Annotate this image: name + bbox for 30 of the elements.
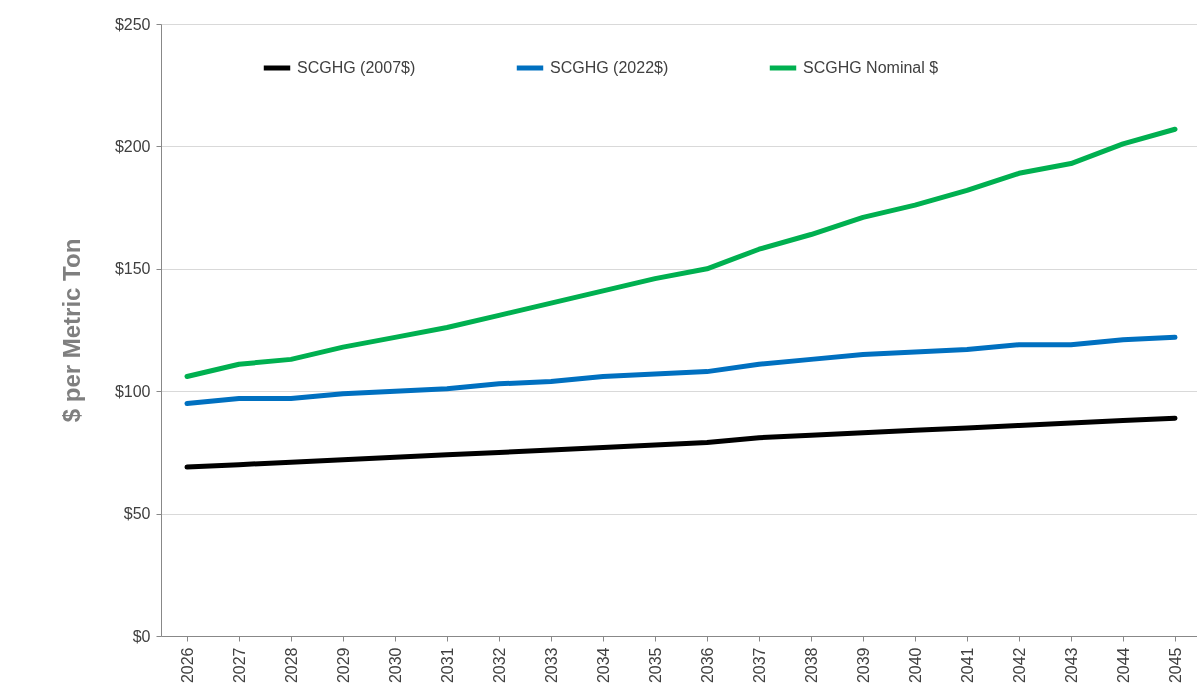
y-tick-label: $0 (132, 627, 151, 645)
x-tick-label: 2026 (178, 647, 196, 684)
legend-label: SCGHG (2022$) (550, 59, 669, 76)
x-tick-label: 2031 (438, 647, 456, 684)
x-tick-label: 2032 (490, 647, 508, 684)
x-tick-label: 2044 (1114, 647, 1132, 684)
y-axis-title: $ per Metric Ton (57, 238, 85, 423)
x-tick-label: 2041 (958, 647, 976, 684)
x-tick-label: 2045 (1166, 647, 1184, 684)
x-tick-label: 2039 (854, 647, 872, 684)
y-tick-label: $250 (114, 15, 151, 33)
x-tick-label: 2030 (386, 647, 404, 684)
legend-label: SCGHG (2007$) (297, 59, 416, 76)
x-tick-label: 2040 (906, 647, 924, 684)
x-tick-label: 2028 (282, 647, 300, 684)
y-tick-label: $200 (114, 137, 151, 155)
legend-label: SCGHG Nominal $ (803, 59, 939, 76)
x-tick-label: 2036 (698, 647, 716, 684)
x-tick-label: 2042 (1010, 647, 1028, 684)
x-tick-label: 2038 (802, 647, 820, 684)
y-tick-label: $100 (114, 382, 151, 400)
x-tick-label: 2027 (230, 647, 248, 684)
x-tick-label: 2034 (594, 647, 612, 684)
x-tick-label: 2033 (542, 647, 560, 684)
x-tick-label: 2029 (334, 647, 352, 684)
x-tick-label: 2035 (646, 647, 664, 684)
x-tick-label: 2037 (750, 647, 768, 684)
y-tick-label: $150 (114, 260, 151, 278)
y-tick-label: $50 (123, 505, 151, 523)
x-tick-label: 2043 (1062, 647, 1080, 684)
